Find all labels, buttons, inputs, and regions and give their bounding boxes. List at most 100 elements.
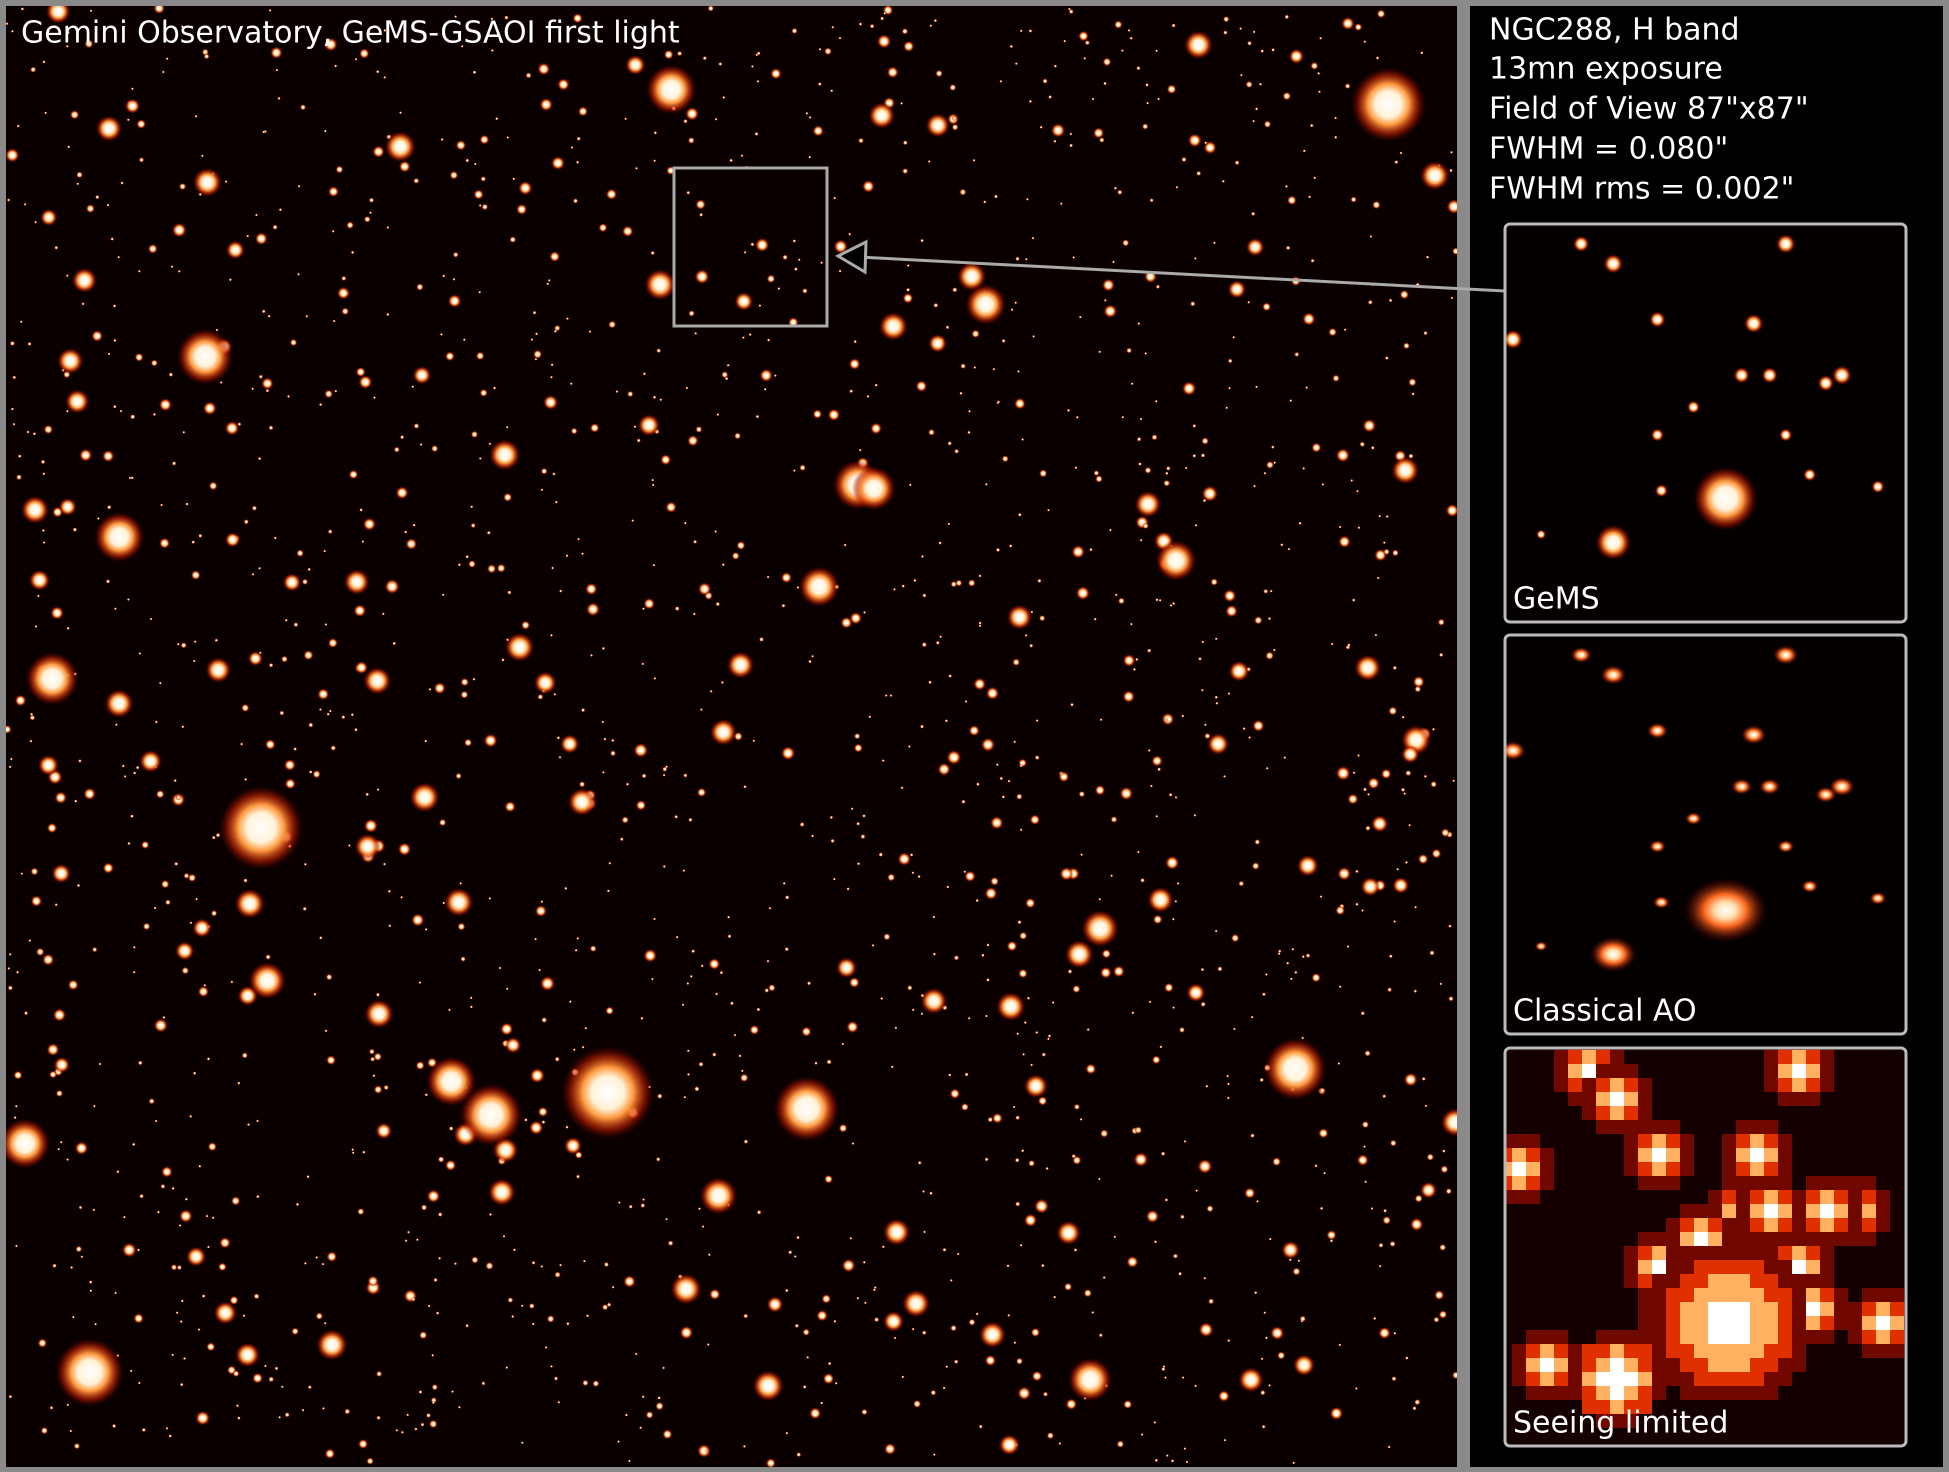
star [578,106,588,117]
star-pixel [1596,1106,1610,1120]
star [1102,57,1112,67]
star [773,374,777,378]
star [821,1294,832,1304]
star [743,785,747,789]
star [937,762,951,776]
star [998,1434,1020,1456]
star [457,1405,461,1409]
star [862,180,875,193]
star [1401,715,1405,719]
star [726,363,730,367]
star [1094,785,1106,796]
star [992,1112,1003,1124]
star [318,402,323,407]
star-pixel [1750,1330,1764,1344]
star [1056,1220,1081,1245]
star [1001,795,1006,799]
star [1014,1157,1020,1163]
star-pixel [1638,1246,1652,1260]
star [946,885,950,889]
star-pixel [1792,1246,1806,1260]
star [848,358,861,370]
star [399,435,405,440]
star [714,117,718,121]
star [303,650,314,661]
star [383,28,387,32]
star-pixel [1652,1372,1666,1386]
star [181,966,190,975]
star [540,900,544,904]
star [1362,418,1377,433]
star-pixel [1820,1330,1834,1344]
star [206,1245,210,1249]
star [200,154,204,158]
star [460,956,466,962]
star [710,718,737,746]
star [694,269,710,285]
star-pixel [1792,1204,1806,1218]
star-pixel [1876,1344,1890,1358]
star [995,547,1001,553]
star [1012,658,1020,666]
star [102,862,114,874]
star [1265,651,1274,660]
star [306,1175,310,1179]
star-pixel [1862,1316,1876,1330]
star-pixel [1708,1260,1722,1274]
star [133,1313,144,1324]
star [1387,1445,1391,1449]
star-pixel [1806,1190,1820,1204]
star [173,778,177,783]
star [866,394,870,398]
star [1196,170,1202,176]
star [141,1427,146,1433]
star [350,713,354,717]
star [930,1389,937,1396]
star [81,302,85,306]
inset-stars [1505,1048,1906,1428]
star [805,111,809,115]
star [125,98,140,114]
star [1072,1155,1082,1165]
star [1048,95,1053,99]
star-pixel [1624,1358,1638,1372]
star [741,336,745,340]
star [44,111,48,115]
star [929,1191,933,1196]
star [1323,1171,1326,1175]
star [176,1264,182,1271]
star [45,6,71,24]
star [420,1422,425,1427]
star [1652,895,1670,909]
star [739,1073,749,1083]
star [1159,1045,1163,1049]
star [307,567,312,572]
star [123,774,127,778]
star [457,563,462,567]
star [302,906,307,911]
star [831,25,835,29]
star [1212,241,1216,245]
star-pixel [1694,1302,1708,1316]
star [755,53,759,57]
star [1142,522,1149,530]
star [589,945,597,952]
star [479,134,490,145]
star-pixel [1750,1246,1764,1260]
star [1015,256,1020,262]
star [1385,514,1389,519]
star [642,372,647,376]
star [817,82,822,87]
star-pixel [1764,1148,1778,1162]
bright-star [316,1329,348,1361]
star [1338,535,1351,548]
star [403,1289,417,1303]
star [549,251,561,262]
star [319,936,323,940]
bright-star [774,1076,840,1142]
star [1091,97,1095,101]
star-pixel [1764,1204,1778,1218]
star [759,636,764,642]
star [478,290,482,294]
